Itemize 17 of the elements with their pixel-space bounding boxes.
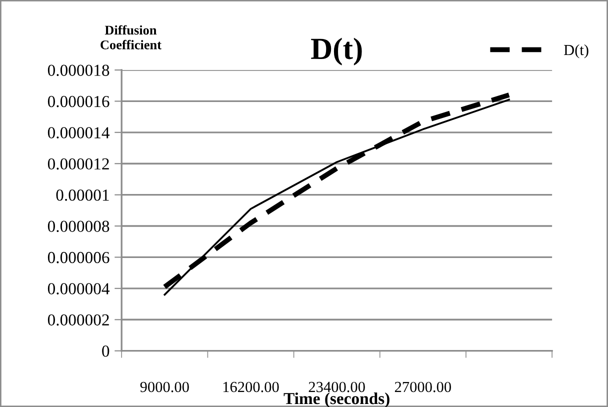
x-tick-label: 9000.00 <box>140 382 189 392</box>
y-tick-label: 0.00001 <box>56 190 109 201</box>
y-tick-label: 0.000008 <box>48 220 110 232</box>
x-tick-label: 23400.00 <box>308 382 365 392</box>
y-tick-label: 0.000004 <box>48 283 110 294</box>
y-tick-label: 0.000018 <box>48 64 110 76</box>
y-tick-label: 0.000002 <box>48 314 109 326</box>
chart-title: D(t) <box>311 38 362 66</box>
y-tick-label: 0 <box>102 346 110 357</box>
y-axis-title: Diffusion Coefficient <box>100 25 162 50</box>
y-tick-label: 0.000012 <box>48 158 109 170</box>
x-tick-label: 16200.00 <box>223 382 279 392</box>
x-tick-label: 27000.00 <box>394 382 451 392</box>
y-tick-label: 0.000006 <box>48 252 110 264</box>
legend-label: D(t) <box>564 44 588 58</box>
y-tick-label: 0.000014 <box>48 127 110 138</box>
y-tick-label: 0.000016 <box>48 96 110 108</box>
